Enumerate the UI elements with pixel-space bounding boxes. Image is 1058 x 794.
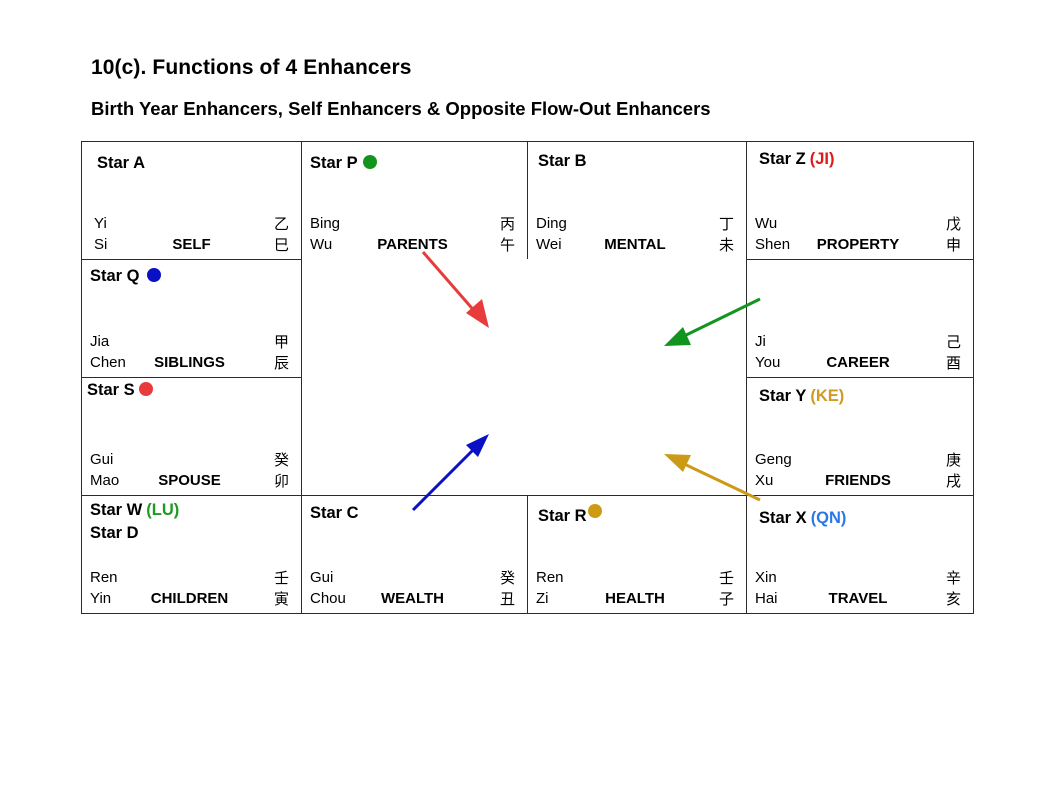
stem-pinyin: Ding (536, 215, 567, 232)
palace-name: WEALTH (380, 590, 445, 607)
stem-chinese: 丁 (718, 215, 734, 233)
branch-chinese: 辰 (273, 354, 289, 372)
green-dot-icon (362, 155, 377, 169)
palace-name: HEALTH (605, 590, 665, 607)
stem-pinyin: Xin (755, 569, 777, 586)
star-label: Star Z (JI) (759, 150, 835, 168)
stem-chinese: 庚 (945, 451, 961, 469)
stem-pinyin: Jia (90, 333, 110, 350)
stem-pinyin: Wu (755, 215, 778, 232)
ke-tag: (KE) (810, 387, 845, 405)
qn-tag: (QN) (810, 509, 847, 527)
stem-chinese: 癸 (499, 569, 515, 587)
stem-chinese: 乙 (273, 215, 289, 233)
branch-pinyin: Mao (90, 472, 120, 489)
red-dot-icon (138, 382, 153, 396)
branch-chinese: 亥 (945, 590, 961, 608)
ji-tag: (JI) (809, 150, 835, 168)
stem-chinese: 甲 (273, 333, 289, 351)
branch-chinese: 酉 (945, 354, 961, 372)
branch-chinese: 卯 (273, 472, 289, 490)
stem-pinyin: Bing (310, 215, 341, 232)
palace-mental: Star B Ding 丁 Wei MENTAL 未 (527, 141, 747, 260)
palace-siblings: Star Q Jia 甲 Chen SIBLINGS 辰 (81, 259, 302, 378)
star-label: Star X (QN) (759, 509, 847, 527)
stem-pinyin: Ji (755, 333, 766, 350)
stem-chinese: 壬 (718, 569, 734, 587)
gold-dot-icon (587, 504, 602, 518)
stem-chinese: 壬 (273, 569, 289, 587)
palace-name: TRAVEL (828, 590, 888, 607)
branch-pinyin: Chou (310, 590, 346, 607)
branch-pinyin: Si (94, 236, 108, 253)
star-label: Star P (310, 152, 377, 175)
palace-name: MENTAL (604, 236, 666, 253)
stem-chinese: 癸 (273, 451, 289, 469)
palace-career: Ji 己 You CAREER 酉 (746, 259, 974, 378)
palace-self: Star A Yi 乙 Si SELF 巳 (81, 141, 302, 260)
palace-name: CAREER (826, 354, 890, 371)
star-label: Star W (LU) Star D (90, 501, 180, 542)
star-label: Star Y (KE) (759, 387, 845, 405)
stem-pinyin: Gui (90, 451, 114, 468)
branch-chinese: 午 (499, 236, 515, 254)
palace-friends: Star Y (KE) Geng 庚 Xu FRIENDS 戌 (746, 377, 974, 496)
star-label: Star A (97, 154, 145, 172)
stem-pinyin: Ren (90, 569, 118, 586)
stem-pinyin: Geng (755, 451, 792, 468)
page-subtitle: Birth Year Enhancers, Self Enhancers & O… (91, 98, 711, 119)
star-label: Star C (310, 504, 359, 522)
branch-chinese: 戌 (945, 472, 961, 490)
branch-pinyin: Chen (90, 354, 126, 371)
branch-pinyin: Hai (755, 590, 778, 607)
stem-chinese: 戊 (945, 215, 961, 233)
branch-pinyin: Yin (90, 590, 112, 607)
blue-dot-icon (146, 268, 161, 282)
star-label: Star R (538, 504, 602, 528)
palace-property: Star Z (JI) Wu 戊 Shen PROPERTY 申 (746, 141, 974, 260)
palace-name: SPOUSE (158, 472, 221, 489)
stem-chinese: 己 (945, 333, 961, 351)
branch-chinese: 未 (718, 236, 734, 254)
branch-chinese: 巳 (273, 236, 289, 254)
stem-pinyin: Ren (536, 569, 564, 586)
branch-pinyin: Shen (755, 236, 791, 253)
stem-chinese: 辛 (945, 569, 961, 587)
star-label: Star S (87, 379, 153, 402)
star-label: Star Q (90, 265, 161, 288)
palace-travel: Star X (QN) Xin 辛 Hai TRAVEL 亥 (746, 495, 974, 614)
stem-chinese: 丙 (499, 215, 515, 233)
branch-pinyin: You (755, 354, 781, 371)
palace-name: SELF (172, 236, 211, 253)
palace-spouse: Star S Gui 癸 Mao SPOUSE 卯 (81, 377, 302, 496)
branch-pinyin: Wu (310, 236, 333, 253)
branch-pinyin: Wei (536, 236, 562, 253)
center-area (301, 259, 747, 496)
branch-chinese: 寅 (273, 590, 289, 608)
page-title: 10(c). Functions of 4 Enhancers (91, 56, 412, 79)
branch-chinese: 申 (945, 236, 961, 254)
palace-parents: Star P Bing 丙 Wu PARENTS 午 (301, 141, 528, 260)
stem-pinyin: Gui (310, 569, 334, 586)
lu-tag: (LU) (146, 501, 180, 519)
palace-name: CHILDREN (150, 590, 229, 607)
branch-chinese: 丑 (499, 590, 515, 608)
palace-children: Star W (LU) Star D Ren 壬 Yin CHILDREN 寅 (81, 495, 302, 614)
star-label-2: Star D (90, 524, 139, 542)
star-label: Star B (538, 152, 587, 170)
palace-name: PROPERTY (816, 236, 900, 253)
palace-name: SIBLINGS (154, 354, 225, 371)
palace-name: PARENTS (377, 236, 448, 253)
palace-health: Star R Ren 壬 Zi HEALTH 子 (527, 495, 747, 614)
stem-pinyin: Yi (94, 215, 107, 232)
palace-name: FRIENDS (825, 472, 891, 489)
branch-pinyin: Zi (536, 590, 549, 607)
branch-chinese: 子 (718, 590, 734, 608)
palace-wealth: Star C Gui 癸 Chou WEALTH 丑 (301, 495, 528, 614)
